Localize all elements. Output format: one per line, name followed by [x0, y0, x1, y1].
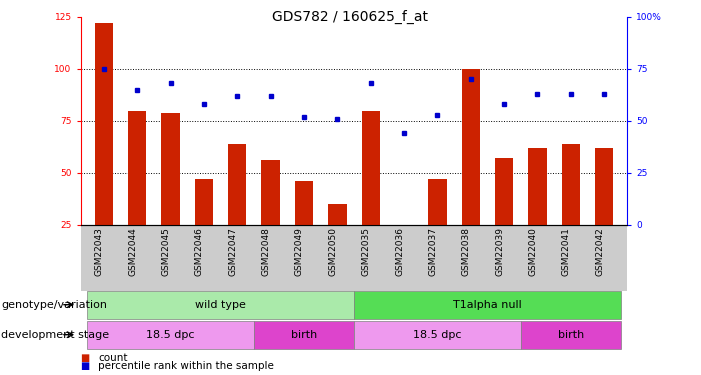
Text: ■: ■ [81, 361, 90, 370]
Text: GSM22038: GSM22038 [462, 227, 470, 276]
Text: GSM22047: GSM22047 [229, 227, 238, 276]
Text: ■: ■ [81, 353, 90, 363]
Text: birth: birth [291, 330, 317, 340]
Bar [562, 144, 580, 225]
Text: GSM22045: GSM22045 [162, 227, 170, 276]
Text: GSM22039: GSM22039 [495, 227, 504, 276]
Bar [295, 181, 313, 225]
Text: GSM22048: GSM22048 [261, 227, 271, 276]
Text: birth: birth [557, 330, 584, 340]
Text: 18.5 dpc: 18.5 dpc [147, 330, 195, 340]
Text: GSM22036: GSM22036 [395, 227, 404, 276]
Text: GSM22042: GSM22042 [595, 227, 604, 276]
Text: GSM22035: GSM22035 [362, 227, 371, 276]
Text: percentile rank within the sample: percentile rank within the sample [98, 361, 274, 370]
Bar [595, 148, 613, 225]
Text: development stage: development stage [1, 330, 109, 340]
Text: GSM22040: GSM22040 [529, 227, 538, 276]
Text: GSM22049: GSM22049 [295, 227, 304, 276]
Bar [328, 204, 346, 225]
Text: GSM22050: GSM22050 [328, 227, 337, 276]
Text: count: count [98, 353, 128, 363]
Text: GSM22041: GSM22041 [562, 227, 571, 276]
Text: GDS782 / 160625_f_at: GDS782 / 160625_f_at [273, 9, 428, 24]
Bar [261, 160, 280, 225]
Bar [161, 112, 179, 225]
Bar [95, 23, 113, 225]
Bar [395, 225, 413, 229]
Bar [461, 69, 480, 225]
Text: T1alpha null: T1alpha null [453, 300, 522, 310]
Text: GSM22046: GSM22046 [195, 227, 204, 276]
Bar [128, 111, 147, 225]
Bar [228, 144, 247, 225]
Text: GSM22037: GSM22037 [428, 227, 437, 276]
Text: GSM22043: GSM22043 [95, 227, 104, 276]
Bar [195, 179, 213, 225]
Text: wild type: wild type [195, 300, 246, 310]
Text: genotype/variation: genotype/variation [1, 300, 107, 310]
Text: 18.5 dpc: 18.5 dpc [413, 330, 461, 340]
Bar [495, 158, 513, 225]
Bar [362, 111, 380, 225]
Bar [529, 148, 547, 225]
Text: GSM22044: GSM22044 [128, 227, 137, 276]
Bar [428, 179, 447, 225]
